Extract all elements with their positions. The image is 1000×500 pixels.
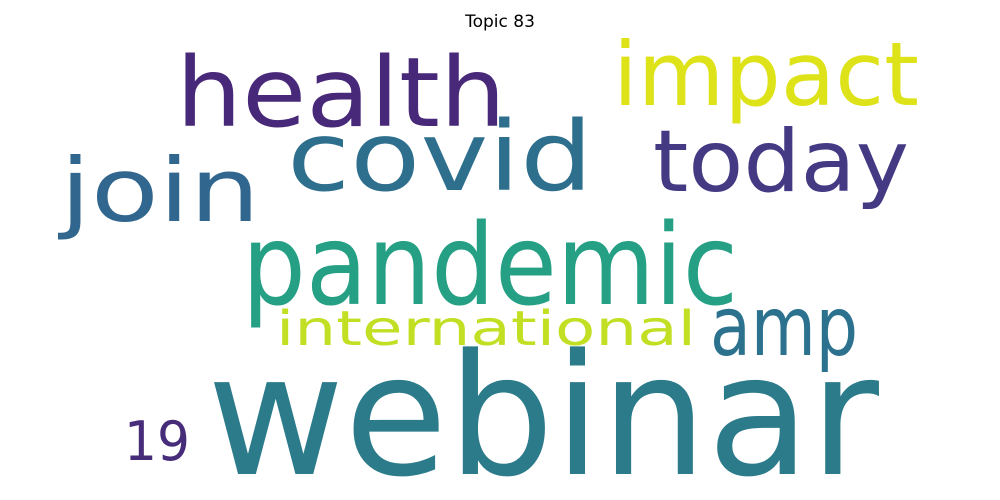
word-join: join (57, 139, 260, 242)
word-amp: amp (710, 280, 858, 375)
word-pandemic: pandemic (242, 201, 738, 331)
chart-title: Topic 83 (465, 12, 535, 32)
word-health: health (176, 37, 506, 149)
word-webinar: webinar (207, 318, 880, 500)
word-today: today (653, 112, 909, 212)
word-covid: covid (287, 101, 593, 213)
word-impact: impact (613, 23, 919, 126)
word-19: 19 (124, 410, 190, 473)
word-international: international (276, 301, 696, 357)
